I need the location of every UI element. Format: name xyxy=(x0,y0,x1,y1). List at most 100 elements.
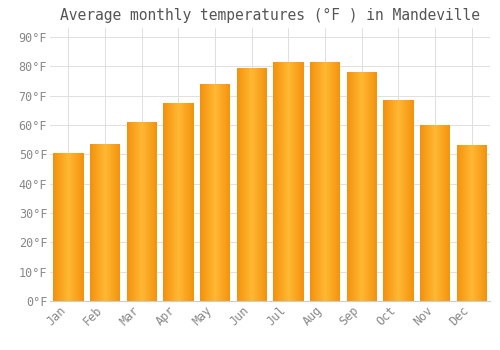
Bar xyxy=(148,122,149,301)
Bar xyxy=(363,72,364,301)
Bar xyxy=(260,68,262,301)
Bar xyxy=(203,84,204,301)
Bar xyxy=(116,144,117,301)
Bar xyxy=(420,125,422,301)
Bar xyxy=(483,145,484,301)
Bar xyxy=(140,122,141,301)
Bar xyxy=(213,84,214,301)
Bar xyxy=(113,144,114,301)
Bar xyxy=(402,100,404,301)
Bar xyxy=(149,122,150,301)
Bar xyxy=(102,144,104,301)
Bar xyxy=(427,125,428,301)
Bar xyxy=(465,145,466,301)
Bar xyxy=(393,100,394,301)
Bar xyxy=(301,62,302,301)
Bar xyxy=(444,125,446,301)
Bar xyxy=(96,144,98,301)
Bar xyxy=(362,72,363,301)
Bar xyxy=(266,68,267,301)
Bar xyxy=(456,145,458,301)
Bar xyxy=(130,122,131,301)
Bar xyxy=(246,68,247,301)
Bar xyxy=(182,103,184,301)
Bar xyxy=(91,144,92,301)
Bar xyxy=(251,68,252,301)
Bar xyxy=(384,100,386,301)
Bar xyxy=(173,103,174,301)
Bar xyxy=(310,62,312,301)
Bar xyxy=(426,125,428,301)
Bar xyxy=(74,153,75,301)
Bar xyxy=(242,68,244,301)
Bar xyxy=(413,100,414,301)
Bar xyxy=(474,145,476,301)
Bar xyxy=(114,144,115,301)
Bar xyxy=(141,122,142,301)
Bar xyxy=(334,62,336,301)
Bar xyxy=(370,72,371,301)
Bar xyxy=(156,122,157,301)
Bar xyxy=(338,62,339,301)
Bar xyxy=(356,72,357,301)
Bar xyxy=(463,145,464,301)
Bar xyxy=(209,84,210,301)
Bar xyxy=(369,72,370,301)
Bar xyxy=(131,122,132,301)
Bar xyxy=(90,144,92,301)
Bar xyxy=(312,62,313,301)
Bar xyxy=(330,62,331,301)
Bar xyxy=(178,103,179,301)
Bar xyxy=(348,72,349,301)
Bar xyxy=(298,62,300,301)
Bar xyxy=(458,145,459,301)
Bar xyxy=(468,145,469,301)
Bar xyxy=(92,144,93,301)
Bar xyxy=(328,62,330,301)
Bar xyxy=(423,125,424,301)
Bar xyxy=(411,100,412,301)
Bar xyxy=(180,103,181,301)
Bar xyxy=(373,72,374,301)
Bar xyxy=(264,68,265,301)
Bar xyxy=(70,153,71,301)
Bar xyxy=(283,62,284,301)
Bar xyxy=(331,62,332,301)
Bar xyxy=(364,72,366,301)
Bar xyxy=(118,144,119,301)
Bar xyxy=(202,84,203,301)
Bar xyxy=(104,144,105,301)
Bar xyxy=(459,145,460,301)
Bar xyxy=(191,103,192,301)
Bar xyxy=(128,122,129,301)
Bar xyxy=(464,145,465,301)
Bar xyxy=(115,144,116,301)
Bar xyxy=(287,62,288,301)
Bar xyxy=(205,84,206,301)
Bar xyxy=(70,153,72,301)
Bar xyxy=(319,62,320,301)
Bar xyxy=(321,62,322,301)
Bar xyxy=(184,103,185,301)
Bar xyxy=(332,62,333,301)
Bar xyxy=(447,125,448,301)
Bar xyxy=(219,84,220,301)
Bar xyxy=(327,62,328,301)
Bar xyxy=(360,72,361,301)
Bar xyxy=(256,68,258,301)
Bar xyxy=(290,62,292,301)
Bar xyxy=(254,68,256,301)
Bar xyxy=(276,62,277,301)
Bar xyxy=(58,153,59,301)
Bar xyxy=(138,122,140,301)
Bar xyxy=(326,62,327,301)
Bar xyxy=(80,153,81,301)
Bar xyxy=(295,62,296,301)
Bar xyxy=(153,122,154,301)
Bar xyxy=(400,100,402,301)
Bar xyxy=(107,144,108,301)
Bar xyxy=(274,62,276,301)
Bar xyxy=(57,153,58,301)
Bar xyxy=(333,62,334,301)
Bar xyxy=(486,145,487,301)
